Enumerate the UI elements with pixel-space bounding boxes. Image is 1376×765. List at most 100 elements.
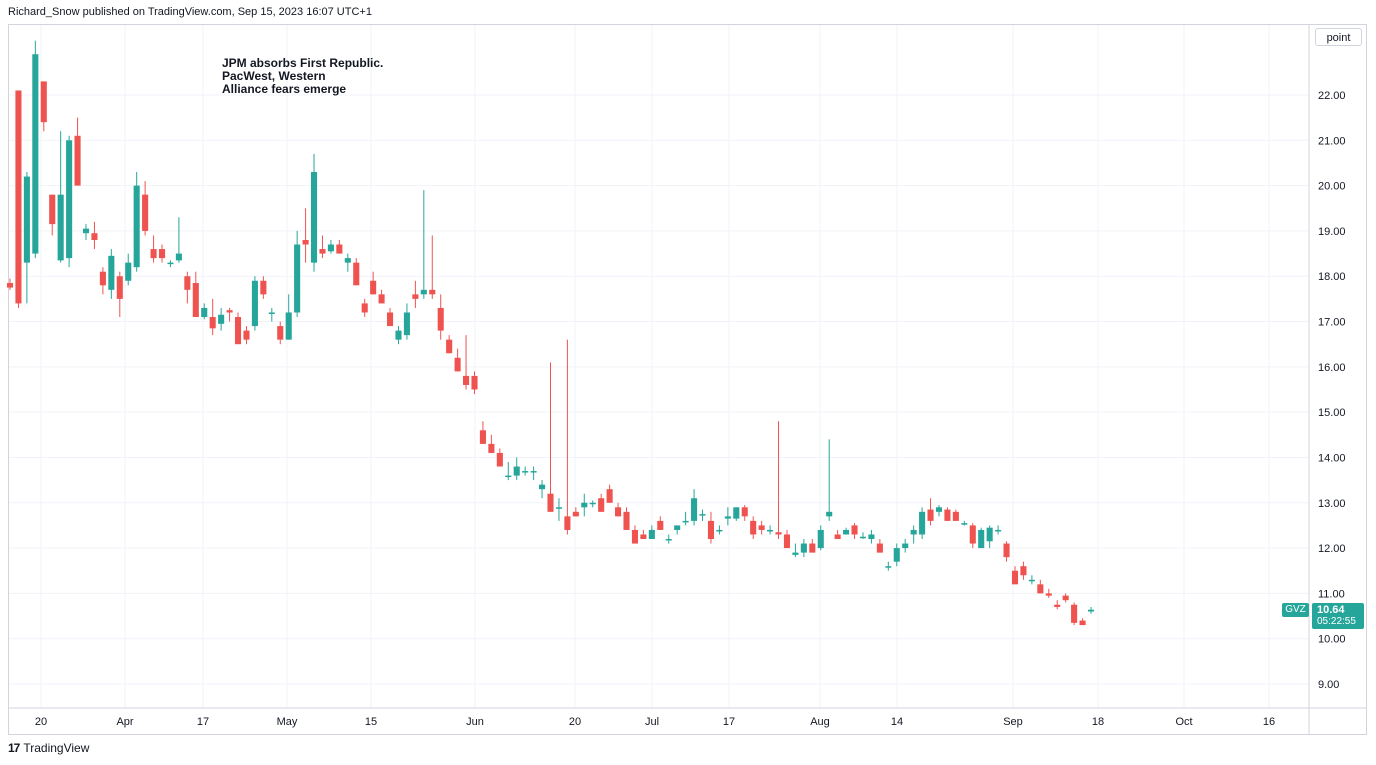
candle-body (336, 244, 343, 254)
candle-body (809, 543, 816, 553)
x-tick-label: 20 (569, 716, 581, 728)
candle-body (133, 185, 140, 268)
candle-body (57, 194, 64, 261)
candle-body (1003, 543, 1010, 558)
candle-body (724, 516, 731, 519)
candle-body (834, 534, 841, 540)
candle-body (555, 507, 562, 509)
candle-body (623, 511, 630, 530)
candle-body (851, 525, 858, 535)
candle-body (82, 228, 90, 234)
candle-body (142, 194, 149, 231)
candle-body (539, 484, 546, 490)
last-price-tag: 10.64 05:22:55 (1312, 603, 1364, 629)
price-unit-button[interactable]: point (1315, 28, 1362, 46)
candle-body (1045, 593, 1052, 596)
candle-body (488, 443, 495, 453)
candle-body (15, 90, 22, 304)
candle-body (40, 81, 47, 123)
y-tick-label: 11.00 (1318, 588, 1345, 600)
candle-body (420, 289, 427, 295)
y-tick-label: 14.00 (1318, 452, 1346, 464)
candle-body (1037, 584, 1044, 594)
chart-annotation: JPM absorbs First Republic. PacWest, Wes… (222, 56, 384, 96)
candle-body (99, 271, 106, 286)
candle-body (1087, 609, 1095, 612)
candle-body (767, 529, 774, 532)
footer-brand[interactable]: 17 TradingView (8, 741, 89, 755)
x-tick-label: 14 (891, 716, 903, 728)
candle-body (471, 375, 478, 390)
candle-body (615, 507, 622, 517)
candle-body (175, 253, 182, 261)
candle-body (665, 539, 672, 541)
brand-name: TradingView (23, 741, 90, 755)
candle-body (572, 511, 579, 517)
x-tick-label: Oct (1175, 716, 1192, 728)
candle-body (6, 283, 14, 288)
candle-body (91, 233, 98, 240)
candle-body (758, 525, 765, 530)
candle-body (530, 471, 537, 473)
candle-body (226, 310, 233, 313)
y-tick-label: 21.00 (1318, 135, 1346, 147)
candle-body (1020, 566, 1027, 576)
x-tick-label: Apr (116, 716, 133, 728)
y-tick-label: 19.00 (1318, 226, 1346, 238)
candle-body (209, 317, 216, 329)
y-tick-label: 15.00 (1318, 407, 1346, 419)
candle-body (386, 312, 394, 327)
candle-body (902, 543, 909, 549)
candle-body (978, 529, 985, 549)
candle-body (1071, 604, 1078, 623)
candle-body (429, 289, 436, 295)
candle-body (125, 262, 132, 281)
candle-body (952, 511, 959, 521)
candle-body (437, 307, 444, 331)
candle-body (218, 314, 225, 324)
candle-body (859, 536, 867, 539)
candle-body (294, 244, 301, 313)
candle-body (1062, 595, 1069, 601)
candle-body (631, 529, 638, 544)
candle-body (657, 520, 664, 530)
bar-countdown: 05:22:55 (1317, 616, 1356, 627)
candle-body (547, 493, 554, 512)
candle-body (201, 307, 208, 318)
candle-body (234, 317, 242, 345)
candle-body (598, 498, 605, 512)
candle-body (505, 475, 512, 478)
candle-body (986, 527, 993, 542)
candle-body (370, 280, 377, 295)
x-tick-label: 20 (35, 716, 47, 728)
candle-body (800, 543, 807, 553)
symbol-tag: GVZ (1282, 603, 1309, 617)
candle-body (454, 357, 461, 372)
candle-body (741, 507, 748, 517)
candle-body (496, 452, 503, 467)
candle-body (158, 249, 166, 259)
candle-body (192, 283, 199, 318)
y-tick-label: 17.00 (1318, 317, 1346, 329)
candle-body (843, 529, 850, 535)
candle-body (648, 529, 655, 540)
candle-body (446, 339, 453, 354)
candle-body (319, 249, 326, 254)
candle-body (589, 502, 596, 505)
candle-body (260, 280, 267, 295)
candle-body (674, 525, 681, 530)
y-tick-label: 9.00 (1318, 679, 1339, 691)
candle-body (885, 566, 892, 568)
y-tick-label: 12.00 (1318, 543, 1346, 555)
x-tick-label: 15 (365, 716, 377, 728)
candle-body (1011, 570, 1019, 585)
candle-body (868, 534, 875, 540)
candle-body (66, 140, 73, 259)
x-tick-label: Jul (645, 716, 659, 728)
x-tick-label: 17 (197, 716, 209, 728)
publish-info: Richard_Snow published on TradingView.co… (8, 6, 372, 18)
candle-body (412, 294, 419, 299)
candle-body (783, 534, 791, 549)
candle-body (167, 262, 174, 265)
